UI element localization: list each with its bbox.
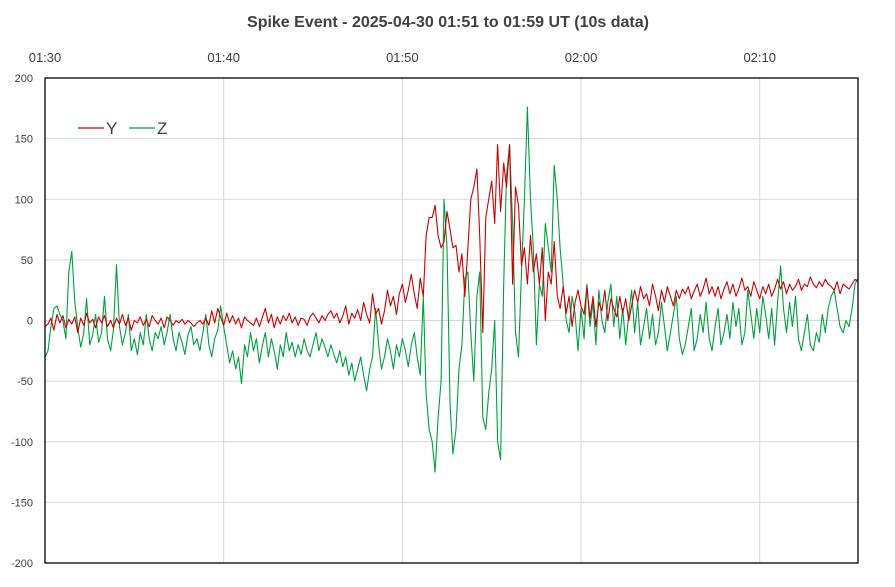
y-tick-label: 0: [27, 316, 33, 328]
legend-label-y: Y: [106, 119, 117, 138]
x-tick-labels: 01:30 01:40 01:50 02:00 02:10: [29, 50, 776, 65]
x-tick-label: 01:30: [29, 50, 62, 65]
y-tick-labels: 200 150 100 50 0 -50 -100 -150 -200: [11, 73, 33, 570]
chart-title: Spike Event - 2025-04-30 01:51 to 01:59 …: [247, 14, 649, 31]
y-tick-label: -100: [11, 437, 33, 449]
series-line-z: [44, 106, 859, 473]
plot-area-border: [44, 77, 859, 564]
y-tick-label: 100: [15, 194, 33, 206]
x-tick-label: 01:50: [386, 50, 419, 65]
y-tick-label: -150: [11, 497, 33, 509]
y-tick-label: 200: [15, 73, 33, 85]
legend-label-z: Z: [157, 119, 167, 138]
x-tick-label: 02:00: [565, 50, 598, 65]
x-tick-label: 01:40: [207, 50, 240, 65]
y-tick-label: 150: [15, 134, 33, 146]
series-lines: [44, 106, 859, 473]
y-tick-label: 50: [21, 255, 33, 267]
x-tick-label: 02:10: [743, 50, 776, 65]
y-tick-label: -50: [17, 376, 33, 388]
series-line-y: [44, 144, 859, 334]
y-tick-label: -200: [11, 558, 33, 570]
